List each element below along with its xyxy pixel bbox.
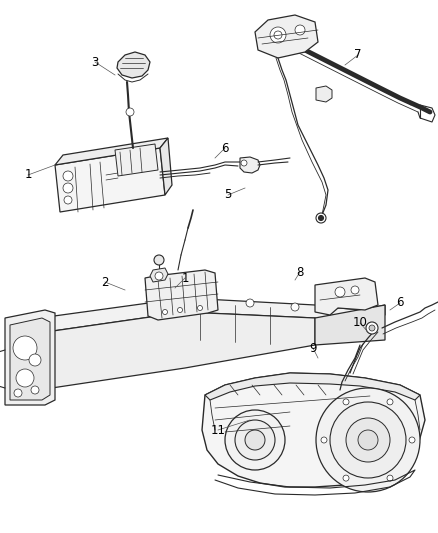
Circle shape	[245, 430, 265, 450]
Text: 1: 1	[24, 168, 32, 182]
Circle shape	[343, 399, 349, 405]
Circle shape	[64, 196, 72, 204]
Circle shape	[274, 31, 282, 39]
Text: 8: 8	[297, 265, 304, 279]
Circle shape	[351, 286, 359, 294]
Circle shape	[63, 183, 73, 193]
Polygon shape	[316, 86, 332, 102]
Polygon shape	[205, 373, 420, 400]
Circle shape	[295, 25, 305, 35]
Circle shape	[225, 410, 285, 470]
Circle shape	[270, 27, 286, 43]
Circle shape	[343, 475, 349, 481]
Text: 3: 3	[91, 55, 99, 69]
Circle shape	[63, 171, 73, 181]
Polygon shape	[117, 52, 150, 78]
Text: 11: 11	[211, 424, 226, 437]
Circle shape	[13, 336, 37, 360]
Circle shape	[196, 301, 204, 309]
Polygon shape	[55, 148, 165, 212]
Circle shape	[321, 437, 327, 443]
Polygon shape	[150, 268, 168, 282]
Circle shape	[246, 299, 254, 307]
Text: 10: 10	[353, 317, 367, 329]
Circle shape	[241, 160, 247, 166]
Polygon shape	[5, 310, 55, 405]
Circle shape	[387, 399, 393, 405]
Circle shape	[155, 272, 163, 280]
Circle shape	[366, 322, 378, 334]
Circle shape	[387, 475, 393, 481]
Polygon shape	[25, 298, 385, 335]
Circle shape	[162, 310, 167, 314]
Polygon shape	[25, 312, 315, 392]
Polygon shape	[145, 270, 218, 320]
Polygon shape	[240, 157, 260, 173]
Circle shape	[198, 305, 202, 311]
Text: 7: 7	[354, 49, 362, 61]
Circle shape	[346, 418, 390, 462]
Circle shape	[409, 437, 415, 443]
Text: 6: 6	[396, 296, 404, 310]
Polygon shape	[160, 138, 172, 195]
Circle shape	[235, 420, 275, 460]
Circle shape	[369, 325, 375, 331]
Polygon shape	[55, 138, 168, 165]
Text: 5: 5	[224, 189, 232, 201]
Polygon shape	[255, 15, 318, 58]
Circle shape	[177, 308, 183, 312]
Circle shape	[14, 389, 22, 397]
Circle shape	[291, 303, 299, 311]
Circle shape	[154, 255, 164, 265]
Text: 2: 2	[101, 276, 109, 288]
Text: 6: 6	[221, 141, 229, 155]
Polygon shape	[315, 305, 385, 345]
Circle shape	[330, 402, 406, 478]
Polygon shape	[10, 318, 50, 400]
Circle shape	[316, 213, 326, 223]
Text: 1: 1	[181, 271, 189, 285]
Circle shape	[318, 215, 324, 221]
Circle shape	[126, 108, 134, 116]
Circle shape	[316, 388, 420, 492]
Polygon shape	[202, 373, 425, 487]
Circle shape	[335, 287, 345, 297]
Circle shape	[29, 354, 41, 366]
Text: 9: 9	[309, 342, 317, 354]
Circle shape	[358, 430, 378, 450]
Circle shape	[31, 386, 39, 394]
Circle shape	[16, 369, 34, 387]
Polygon shape	[315, 278, 378, 315]
Polygon shape	[115, 144, 158, 176]
